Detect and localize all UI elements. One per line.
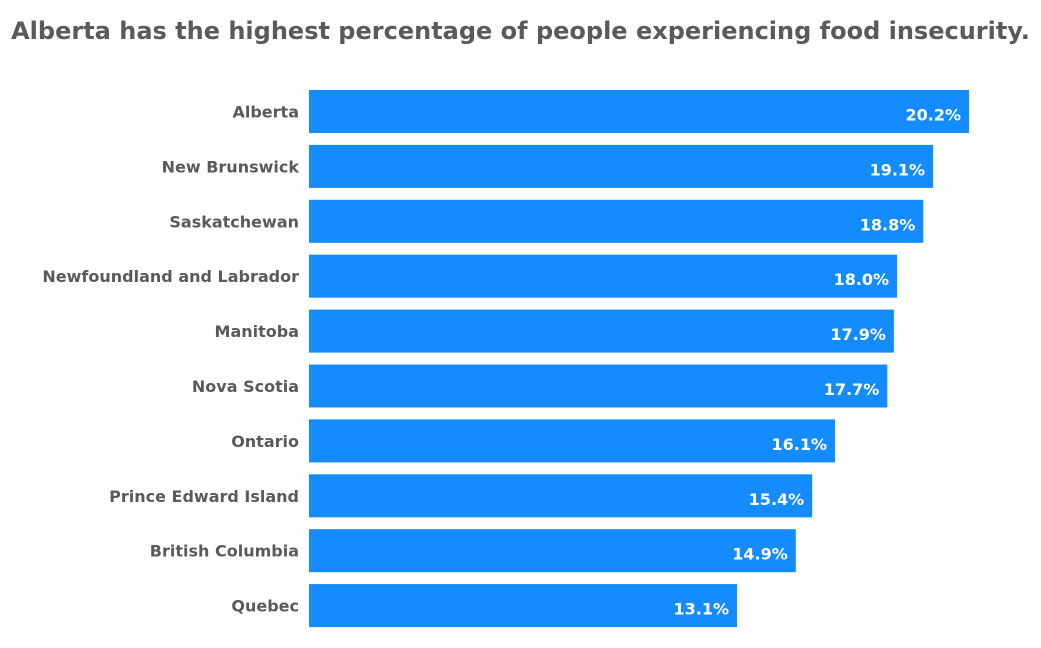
category-label: British Columbia bbox=[150, 542, 299, 561]
category-label: Nova Scotia bbox=[192, 377, 299, 396]
bars-layer: Alberta 20.2% New Brunswick 19.1% Saskatchew… bbox=[42, 90, 969, 628]
category-label: Prince Edward Island bbox=[109, 487, 299, 506]
chart-title: Alberta has the highest percentage of pe… bbox=[11, 17, 1030, 45]
data-label: 16.1% bbox=[771, 435, 827, 454]
bar bbox=[309, 364, 888, 408]
data-label: 18.0% bbox=[834, 270, 890, 289]
bar bbox=[309, 419, 835, 463]
bar bbox=[309, 144, 934, 188]
bar bbox=[309, 254, 898, 298]
category-label: Quebec bbox=[231, 597, 299, 616]
bar bbox=[309, 584, 737, 628]
category-label: Manitoba bbox=[215, 322, 299, 341]
data-label: 19.1% bbox=[870, 160, 926, 179]
bar bbox=[309, 309, 894, 353]
category-label: New Brunswick bbox=[162, 157, 300, 176]
data-label: 13.1% bbox=[673, 600, 729, 619]
bar bbox=[309, 199, 924, 243]
category-label: Ontario bbox=[231, 432, 299, 451]
bar bbox=[309, 90, 969, 133]
data-label: 15.4% bbox=[749, 490, 805, 509]
data-label: 20.2% bbox=[905, 106, 961, 125]
data-label: 17.7% bbox=[824, 380, 880, 399]
data-label: 18.8% bbox=[860, 215, 916, 234]
data-label: 17.9% bbox=[830, 325, 886, 344]
category-label: Newfoundland and Labrador bbox=[42, 267, 299, 286]
category-label: Saskatchewan bbox=[169, 212, 299, 231]
category-label: Alberta bbox=[232, 103, 299, 122]
bar bbox=[309, 474, 813, 518]
bar bbox=[309, 529, 796, 573]
data-label: 14.9% bbox=[732, 545, 788, 564]
